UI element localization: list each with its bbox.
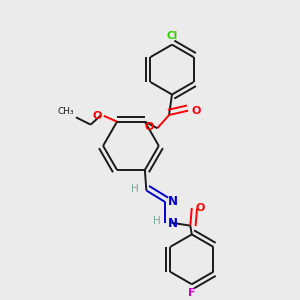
Text: H: H	[153, 216, 161, 226]
Text: O: O	[144, 122, 154, 132]
Text: O: O	[192, 106, 201, 116]
Text: CH₃: CH₃	[58, 107, 74, 116]
Text: O: O	[195, 203, 205, 213]
Text: O: O	[93, 111, 102, 121]
Text: N: N	[168, 195, 178, 208]
Text: Cl: Cl	[167, 31, 178, 41]
Text: H: H	[131, 184, 139, 194]
Text: F: F	[188, 288, 196, 298]
Text: N: N	[168, 217, 178, 230]
